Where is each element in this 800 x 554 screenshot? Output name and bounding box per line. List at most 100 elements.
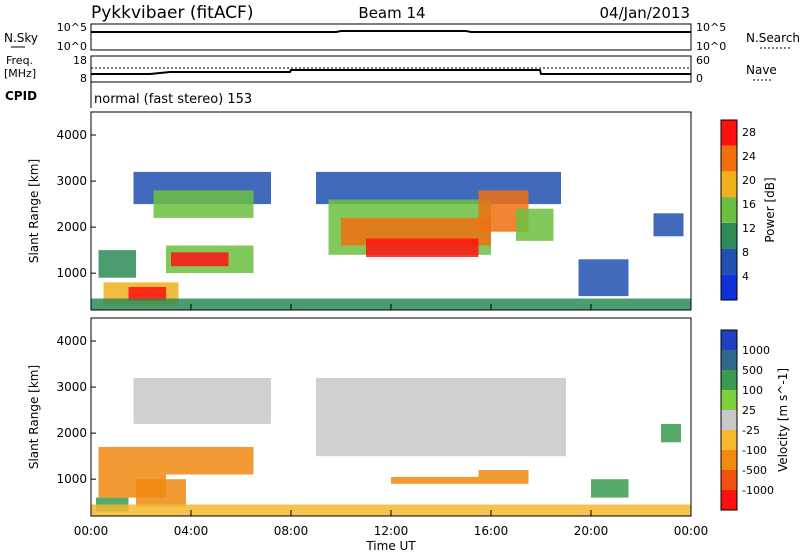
velocity-region bbox=[661, 423, 681, 443]
nave-tick-bottom: 0 bbox=[696, 72, 703, 85]
velocity-panel: 1000 2000 3000 4000 00:00 04:00 08:00 12:00 16:… bbox=[27, 317, 709, 553]
velocity-x-axis: 00:00 04:00 08:00 12:00 16:00 20:00 00:00 bbox=[74, 510, 709, 538]
power-region bbox=[366, 238, 479, 257]
power-region bbox=[98, 250, 136, 278]
velocity-region bbox=[591, 479, 629, 498]
velocity-y-tick-label: 4000 bbox=[56, 334, 87, 348]
velocity-region bbox=[316, 377, 566, 457]
x-tick-label: 00:00 bbox=[674, 524, 709, 538]
velocity-colorbar-tick-label: 100 bbox=[742, 384, 763, 397]
power-y-tick-label: 4000 bbox=[56, 128, 87, 142]
velocity-colorbar-swatch bbox=[721, 410, 737, 430]
nsky-tick-bottom: 10^0 bbox=[57, 40, 87, 53]
power-colorbar-swatch bbox=[721, 171, 737, 198]
velocity-region bbox=[166, 446, 254, 475]
velocity-colorbar-swatches bbox=[721, 330, 737, 510]
freq-frame bbox=[90, 55, 692, 83]
velocity-y-tick-label: 2000 bbox=[56, 426, 87, 440]
velocity-region bbox=[133, 377, 271, 424]
power-colorbar-tick-label: 8 bbox=[742, 246, 749, 259]
velocity-colorbar-frame bbox=[720, 329, 738, 511]
power-colorbar-tick-label: 20 bbox=[742, 174, 756, 187]
velocity-data bbox=[91, 377, 691, 516]
velocity-colorbar-label: Velocity [m s^-1] bbox=[776, 368, 790, 472]
power-y-tick-label: 2000 bbox=[56, 220, 87, 234]
velocity-colorbar-swatch bbox=[721, 450, 737, 470]
cpid-label: CPID bbox=[5, 89, 37, 103]
nsearch-tick-top: 10^5 bbox=[696, 21, 726, 34]
x-axis-label: Time UT bbox=[365, 539, 416, 553]
power-colorbar-ticks: 4 8 12 16 20 24 28 bbox=[742, 126, 756, 283]
date-title: 04/Jan/2013 bbox=[600, 4, 691, 22]
velocity-y-tick-label: 1000 bbox=[56, 472, 87, 486]
power-colorbar-label: Power [dB] bbox=[763, 177, 777, 242]
velocity-colorbar-tick-label: -100 bbox=[742, 444, 767, 457]
x-tick-label: 00:00 bbox=[74, 524, 109, 538]
freq-tick-top: 18 bbox=[73, 54, 87, 67]
freq-unit-label: [MHz] bbox=[4, 67, 36, 80]
power-region bbox=[171, 252, 229, 267]
nsky-label: N.Sky bbox=[4, 31, 38, 45]
power-y-axis: 1000 2000 3000 4000 bbox=[56, 128, 96, 280]
power-colorbar-tick-label: 28 bbox=[742, 126, 756, 139]
power-colorbar-swatches bbox=[721, 120, 737, 300]
velocity-colorbar-tick-label: 500 bbox=[742, 364, 763, 377]
power-region bbox=[578, 259, 629, 297]
velocity-colorbar-swatch bbox=[721, 390, 737, 410]
velocity-colorbar-swatch bbox=[721, 330, 737, 350]
nave-tick-top: 60 bbox=[696, 54, 710, 67]
power-colorbar-swatch bbox=[721, 145, 737, 172]
power-colorbar-swatch bbox=[721, 274, 737, 300]
power-panel: 1000 2000 3000 4000 Slant Range [km] bbox=[27, 111, 692, 311]
x-tick-label: 04:00 bbox=[174, 524, 209, 538]
cpid-text: normal (fast stereo) 153 bbox=[94, 92, 252, 107]
velocity-colorbar-ticks: 1000 500 100 25 -25 -100 -500 -1000 bbox=[742, 344, 774, 497]
freq-tick-bottom: 8 bbox=[80, 72, 87, 85]
power-region bbox=[653, 213, 684, 237]
freq-trace bbox=[91, 69, 691, 75]
power-colorbar-tick-label: 24 bbox=[742, 150, 756, 163]
velocity-colorbar-swatch bbox=[721, 470, 737, 490]
velocity-colorbar-tick-label: -1000 bbox=[742, 484, 774, 497]
nsearch-tick-bottom: 10^0 bbox=[696, 40, 726, 53]
beam-title: Beam 14 bbox=[358, 4, 425, 22]
velocity-colorbar-tick-label: -25 bbox=[742, 424, 760, 437]
x-tick-label: 16:00 bbox=[474, 524, 509, 538]
power-data bbox=[91, 171, 691, 310]
power-y-tick-label: 3000 bbox=[56, 174, 87, 188]
velocity-colorbar-tick-label: -500 bbox=[742, 464, 767, 477]
velocity-colorbar: 1000 500 100 25 -25 -100 -500 -1000 Velocity [m… bbox=[720, 329, 790, 511]
power-colorbar-swatch bbox=[721, 197, 737, 223]
velocity-colorbar-swatch bbox=[721, 370, 737, 390]
velocity-region bbox=[136, 479, 186, 507]
velocity-colorbar-swatch bbox=[721, 430, 737, 450]
x-tick-label: 08:00 bbox=[274, 524, 309, 538]
nsky-panel: N.Sky 10^5 10^0 10^5 10^0 N.Search bbox=[4, 21, 800, 53]
power-colorbar-swatch bbox=[721, 248, 737, 275]
station-title: Pykkvibaer (fitACF) bbox=[91, 3, 253, 23]
power-region bbox=[516, 208, 554, 241]
freq-panel: Freq. [MHz] 18 8 60 0 Nave bbox=[4, 54, 777, 85]
power-colorbar-tick-label: 16 bbox=[742, 198, 756, 211]
power-colorbar-tick-label: 12 bbox=[742, 222, 756, 235]
velocity-colorbar-swatch bbox=[721, 490, 737, 510]
velocity-colorbar-swatch bbox=[721, 350, 737, 370]
velocity-y-axis: 1000 2000 3000 4000 bbox=[56, 334, 96, 486]
velocity-colorbar-tick-label: 25 bbox=[742, 404, 756, 417]
power-region bbox=[153, 190, 254, 218]
nsky-frame bbox=[90, 23, 692, 51]
velocity-region bbox=[391, 476, 479, 484]
power-colorbar-swatch bbox=[721, 222, 737, 249]
velocity-colorbar-tick-label: 1000 bbox=[742, 344, 770, 357]
power-colorbar-swatch bbox=[721, 120, 737, 146]
nsky-tick-top: 10^5 bbox=[57, 21, 87, 34]
x-tick-label: 12:00 bbox=[374, 524, 409, 538]
freq-label: Freq. bbox=[6, 54, 33, 67]
power-colorbar: 4 8 12 16 20 24 28 Power [dB] bbox=[720, 119, 777, 301]
velocity-region bbox=[478, 470, 529, 484]
power-colorbar-tick-label: 4 bbox=[742, 270, 749, 283]
x-tick-label: 20:00 bbox=[574, 524, 609, 538]
power-y-tick-label: 1000 bbox=[56, 266, 87, 280]
nsky-trace bbox=[91, 30, 691, 33]
